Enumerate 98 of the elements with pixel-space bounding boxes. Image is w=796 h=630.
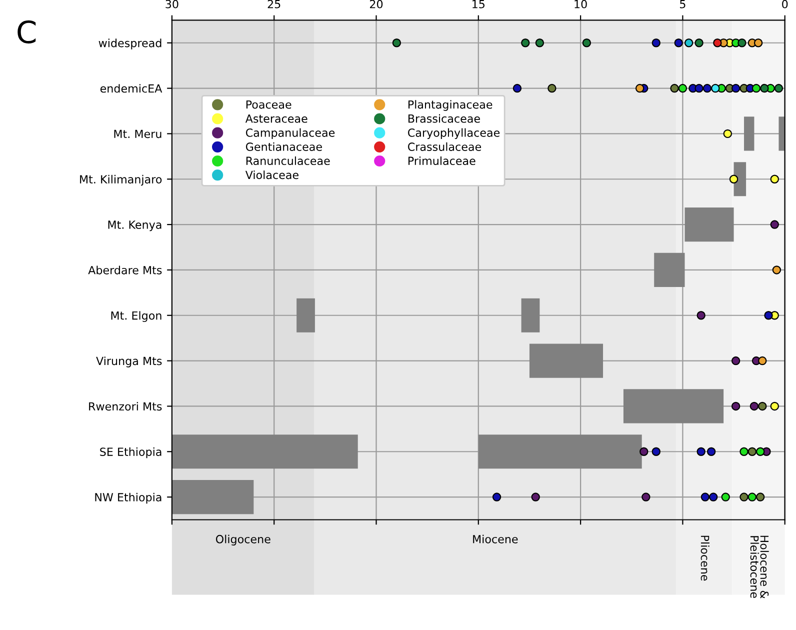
point (713, 38, 722, 48)
point (754, 38, 763, 48)
band-label: Holocene & Pleistocene (750, 536, 769, 598)
bar (478, 434, 642, 469)
x-tick-label: 30 (166, 0, 178, 8)
point (652, 447, 660, 456)
bar (623, 389, 724, 424)
point (678, 84, 688, 93)
y-tick-label: Mt. Elgon (111, 311, 162, 322)
legend-label: Gentianaceae (246, 142, 322, 151)
legend-label: Violaceae (245, 170, 298, 180)
point (535, 38, 544, 48)
y-tick-label: Mt. Meru (114, 130, 162, 138)
point (642, 492, 650, 502)
band-label: Miocene (473, 534, 518, 544)
x-tick-label: 5 (680, 0, 686, 8)
band-label: Oligocene (216, 534, 270, 546)
y-tick-label: widespread (98, 38, 162, 50)
bar (172, 480, 254, 514)
point (696, 311, 706, 320)
point (392, 38, 402, 48)
y-tick-label: Rwenzori Mts (89, 402, 162, 411)
point (770, 402, 779, 411)
point (752, 84, 761, 93)
point (748, 492, 757, 502)
legend-label: Brassicaceae (408, 114, 480, 123)
point (652, 38, 660, 48)
point (706, 447, 716, 456)
bar (296, 298, 315, 332)
point (635, 84, 644, 93)
y-tick-label: NW Ethiopia (95, 492, 162, 504)
point (731, 84, 740, 93)
bar (172, 434, 358, 469)
x-tick-label: 20 (370, 0, 383, 8)
legend-label: Primulaceae (408, 156, 476, 166)
point (721, 492, 730, 502)
point (684, 38, 694, 48)
point (640, 447, 648, 456)
text: C (18, 20, 36, 44)
point (492, 492, 502, 502)
point (582, 38, 592, 48)
legend-label: Asteraceae (245, 114, 308, 123)
x-tick-label: 10 (574, 0, 587, 8)
point (731, 402, 740, 411)
point (696, 447, 706, 456)
band-label: Pliocene (700, 536, 710, 581)
point (670, 84, 679, 93)
point (708, 492, 718, 502)
point (738, 38, 746, 48)
point (740, 492, 748, 502)
bar (529, 344, 604, 378)
point (748, 447, 757, 456)
bar (521, 298, 540, 332)
bar (734, 162, 746, 196)
point (750, 402, 759, 411)
legend-label: Ranunculaceae (246, 156, 330, 166)
y-tick-label: endemicEA (100, 84, 162, 93)
bar (778, 116, 785, 151)
legend-label: Plantaginaceae (408, 100, 492, 111)
point (756, 447, 765, 456)
point (548, 84, 556, 93)
point (702, 84, 712, 93)
point (729, 174, 738, 184)
y-tick-label: SE Ethiopia (100, 447, 162, 458)
bar (744, 116, 754, 151)
point (772, 266, 782, 274)
point (694, 84, 704, 93)
point (731, 356, 740, 366)
point (674, 38, 683, 48)
point (723, 129, 732, 138)
x-tick-label: 25 (268, 0, 280, 8)
point (764, 311, 773, 320)
point (770, 174, 779, 184)
point (700, 492, 710, 502)
legend-label: Caryophyllaceae (408, 128, 500, 140)
y-tick-label: Mt. Kenya (108, 220, 162, 232)
point (694, 38, 704, 48)
x-tick-label: 0 (782, 0, 788, 8)
point (756, 492, 765, 502)
y-tick-label: Aberdare Mts (88, 266, 162, 274)
point (760, 84, 769, 93)
point (740, 447, 748, 456)
legend-label: Poaceae (246, 100, 292, 109)
point (512, 84, 522, 93)
legend-label: Campanulaceae (246, 128, 335, 140)
y-tick-label: Mt. Kilimanjaro (80, 174, 162, 186)
point (531, 492, 540, 502)
point (758, 402, 767, 411)
point (770, 220, 779, 229)
legend-label: Crassulaceae (408, 142, 482, 151)
point (711, 84, 720, 93)
point (774, 84, 784, 93)
x-tick-label: 15 (472, 0, 484, 8)
y-tick-label: Virunga Mts (96, 356, 162, 368)
point (521, 38, 530, 48)
bar (654, 252, 685, 287)
point (758, 356, 767, 366)
bar (684, 208, 734, 242)
